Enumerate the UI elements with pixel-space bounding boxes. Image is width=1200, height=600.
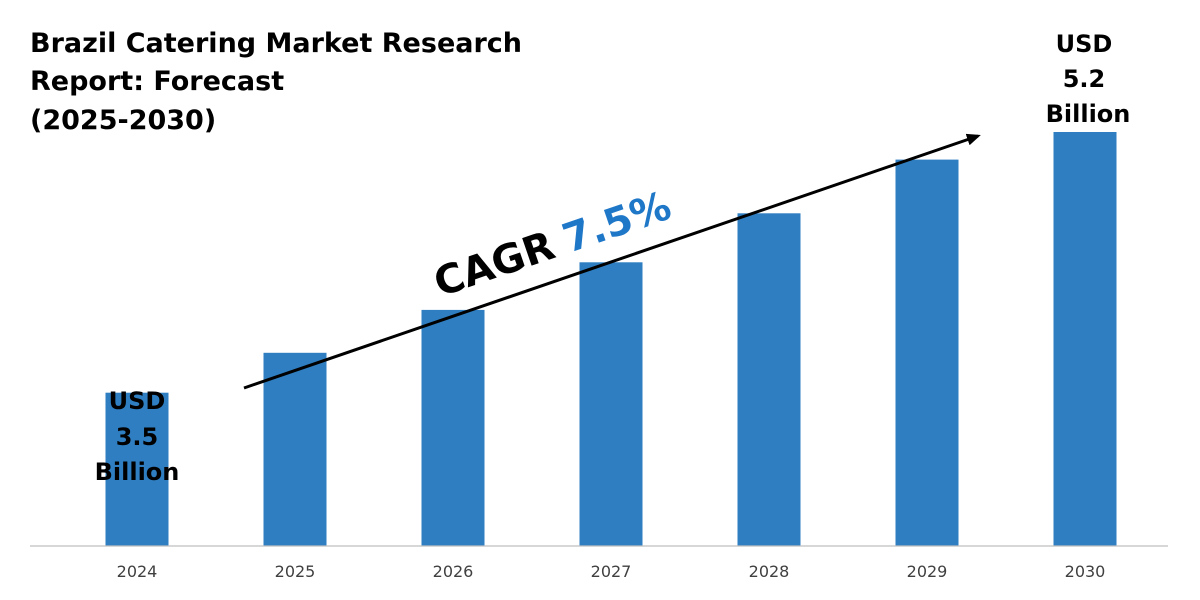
bar-2025	[263, 352, 327, 546]
x-tick-labels: 2024 2025 2026 2027 2028 2029 2030	[117, 562, 1106, 581]
x-tick-2030: 2030	[1065, 562, 1106, 581]
end-value-label: USD 5.2 Billion	[1046, 30, 1131, 128]
chart-title-line-2: Report: Forecast	[30, 66, 284, 97]
trend-arrow	[243, 133, 981, 390]
chart-title-line-1: Brazil Catering Market Research	[30, 28, 522, 59]
start-label-line-1: USD	[109, 387, 166, 415]
start-label-line-3: Billion	[95, 458, 180, 486]
bar-2030	[1053, 132, 1117, 546]
x-tick-2024: 2024	[117, 562, 158, 581]
bar-2027	[579, 262, 643, 546]
start-value-label: USD 3.5 Billion	[95, 387, 180, 486]
start-label-line-2: 3.5	[116, 423, 159, 451]
x-tick-2028: 2028	[749, 562, 790, 581]
x-tick-2029: 2029	[907, 562, 948, 581]
end-label-line-3: Billion	[1046, 100, 1131, 128]
x-tick-2026: 2026	[433, 562, 474, 581]
end-label-line-1: USD	[1056, 30, 1113, 58]
bar-2028	[737, 213, 801, 547]
chart-title-line-3: (2025-2030)	[30, 105, 216, 136]
end-label-line-2: 5.2	[1063, 65, 1106, 93]
bar-2029	[895, 159, 959, 546]
bar-2026	[421, 309, 485, 546]
cagr-value: 7.5%	[557, 183, 677, 262]
bar-2024	[105, 392, 169, 546]
bars-group	[105, 132, 1117, 547]
x-tick-2027: 2027	[591, 562, 632, 581]
cagr-prefix: CAGR	[428, 223, 560, 307]
x-tick-2025: 2025	[275, 562, 316, 581]
